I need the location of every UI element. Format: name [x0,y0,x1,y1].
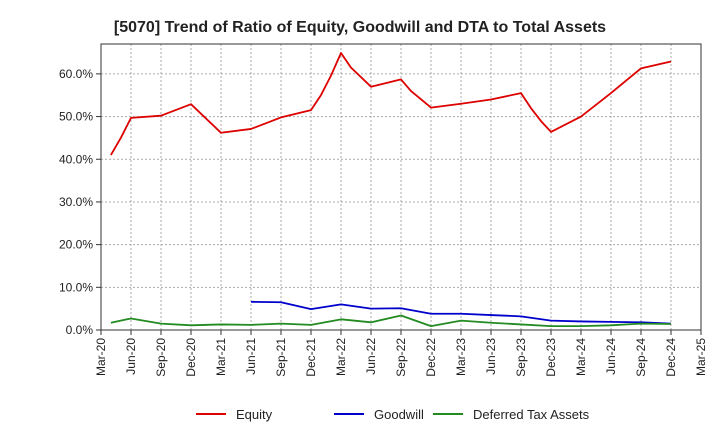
x-tick-label: Mar-22 [334,338,348,376]
x-tick-label: Sep-20 [154,338,168,377]
x-tick-label: Jun-24 [604,338,618,375]
legend-label: Goodwill [374,407,424,422]
grid-layer [101,44,701,330]
x-tick-label: Sep-22 [394,338,408,377]
legend-item[interactable]: Goodwill [334,407,424,422]
x-tick-label: Sep-24 [634,338,648,377]
y-tick-label: 40.0% [59,152,93,166]
x-tick-label: Mar-24 [574,338,588,376]
chart-title: [5070] Trend of Ratio of Equity, Goodwil… [114,19,606,36]
x-tick-label: Mar-21 [214,338,228,376]
legend-label: Deferred Tax Assets [473,407,590,422]
legend-item[interactable]: Equity [196,407,273,422]
x-tick-label: Sep-21 [274,338,288,377]
x-tick-label: Dec-24 [664,338,678,377]
y-tick-label: 20.0% [59,238,93,252]
series-layer [110,52,672,328]
series-line-deferred-tax-assets [110,314,672,328]
x-tick-label: Sep-23 [514,338,528,377]
axes-layer: 0.0% 10.0% 20.0% 30.0% 40.0% 50.0% 60.0% Mar-20… [59,43,708,377]
y-tick-label: 30.0% [59,195,93,209]
y-tick-label: 10.0% [59,280,93,294]
x-tick-label: Dec-20 [184,338,198,377]
legend: Equity Goodwill Deferred Tax Assets [196,407,590,422]
x-tick-label: Dec-23 [544,338,558,377]
series-line-equity [110,52,672,156]
x-tick-label: Jun-22 [364,338,378,375]
legend-item[interactable]: Deferred Tax Assets [433,407,590,422]
y-tick-label: 0.0% [66,323,94,337]
x-tick-label: Mar-20 [94,338,108,376]
x-tick-label: Mar-23 [454,338,468,376]
x-tick-label: Mar-25 [694,338,708,376]
x-tick-label: Dec-22 [424,338,438,377]
x-tick-label: Dec-21 [304,338,318,377]
x-tick-label: Jun-23 [484,338,498,375]
series-line-goodwill [250,300,672,325]
y-tick-label: 60.0% [59,67,93,81]
x-tick-label: Jun-21 [244,338,258,375]
legend-label: Equity [236,407,273,422]
y-tick-label: 50.0% [59,110,93,124]
x-tick-label: Jun-20 [124,338,138,375]
